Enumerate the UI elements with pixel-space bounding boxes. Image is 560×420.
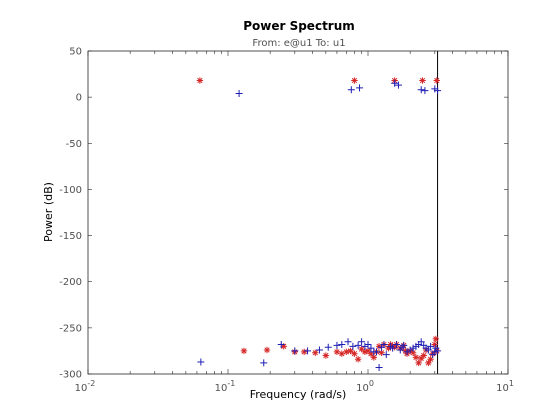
- data-point-plus: [277, 340, 285, 348]
- data-point-star: [351, 77, 358, 84]
- data-point-star: [409, 349, 417, 356]
- data-point-plus: [391, 79, 399, 87]
- data-point-plus: [434, 347, 442, 355]
- data-point-plus: [427, 342, 435, 350]
- x-axis-label: Frequency (rad/s): [250, 388, 347, 401]
- data-point-plus: [338, 340, 346, 348]
- data-point-star: [333, 348, 341, 356]
- data-point-plus: [315, 346, 323, 354]
- chart-subtitle: From: e@u1 To: u1: [252, 38, 345, 49]
- data-point-star: [351, 350, 358, 357]
- data-point-plus: [380, 340, 388, 348]
- y-tick-label: -150: [59, 231, 82, 242]
- data-point-star: [412, 354, 420, 361]
- data-point-plus: [260, 359, 268, 367]
- data-markers: [196, 77, 442, 372]
- data-point-plus: [291, 347, 299, 355]
- data-point-plus: [372, 348, 380, 356]
- data-point-star: [361, 348, 369, 356]
- data-point-star: [240, 347, 248, 355]
- data-point-star: [431, 341, 438, 348]
- x-tick-label: 101: [496, 379, 514, 394]
- data-point-star: [364, 347, 372, 355]
- chart-title: Power Spectrum: [243, 19, 355, 33]
- y-tick-label: 50: [69, 47, 82, 58]
- data-point-star: [300, 348, 308, 356]
- y-tick-label: -250: [59, 323, 82, 334]
- data-point-star: [322, 352, 330, 359]
- data-point-plus: [421, 87, 429, 95]
- data-point-plus: [400, 341, 408, 349]
- data-point-plus: [333, 341, 341, 349]
- data-point-plus: [356, 84, 364, 92]
- data-point-plus: [424, 346, 432, 354]
- data-point-star: [312, 349, 319, 356]
- data-point-star: [280, 343, 287, 350]
- x-tick-label: 10-2: [75, 379, 96, 394]
- data-point-plus: [349, 342, 357, 350]
- y-tick-label: -100: [59, 185, 82, 196]
- data-point-star: [418, 355, 425, 362]
- data-point-plus: [354, 341, 362, 349]
- data-point-star: [420, 352, 427, 359]
- plot-frame: [87, 50, 509, 375]
- data-point-plus: [434, 87, 442, 95]
- data-point-plus: [375, 364, 383, 372]
- data-point-star: [391, 344, 398, 351]
- y-tick-label: -300: [59, 370, 82, 381]
- data-point-star: [432, 335, 440, 343]
- y-tick-label: -50: [66, 139, 82, 150]
- y-tick-label: 0: [76, 93, 82, 104]
- data-point-star: [358, 345, 365, 353]
- data-point-star: [347, 347, 354, 355]
- data-point-plus: [417, 86, 425, 94]
- data-point-star: [419, 77, 426, 84]
- data-point-plus: [394, 81, 402, 89]
- x-tick-label: 10-1: [215, 379, 236, 394]
- data-point-plus: [197, 358, 205, 366]
- data-point-star: [338, 350, 346, 357]
- data-point-plus: [367, 344, 375, 352]
- data-point-star: [263, 346, 271, 354]
- data-point-plus: [393, 340, 401, 348]
- data-point-star: [385, 344, 392, 352]
- data-point-star: [196, 77, 204, 84]
- data-point-star: [415, 359, 422, 367]
- data-point-star: [378, 349, 385, 356]
- data-point-star: [427, 356, 434, 363]
- data-point-plus: [389, 344, 397, 352]
- y-tick-label: -200: [59, 277, 82, 288]
- data-point-plus: [417, 338, 425, 346]
- data-point-plus: [364, 340, 372, 348]
- data-point-star: [354, 356, 362, 363]
- data-point-star: [433, 77, 440, 84]
- data-point-star: [375, 343, 383, 350]
- data-point-plus: [382, 351, 390, 359]
- data-point-star: [425, 359, 432, 367]
- data-point-plus: [324, 343, 332, 351]
- data-point-plus: [344, 338, 352, 346]
- x-tick-label: 100: [356, 379, 374, 394]
- data-point-star: [343, 348, 350, 356]
- data-point-plus: [304, 347, 312, 355]
- data-point-star: [367, 350, 375, 357]
- data-point-plus: [358, 338, 366, 346]
- data-point-plus: [235, 89, 243, 97]
- y-axis-label: Power (dB): [42, 182, 55, 242]
- data-point-plus: [347, 86, 355, 94]
- data-point-star: [402, 347, 409, 355]
- data-point-star: [370, 354, 377, 361]
